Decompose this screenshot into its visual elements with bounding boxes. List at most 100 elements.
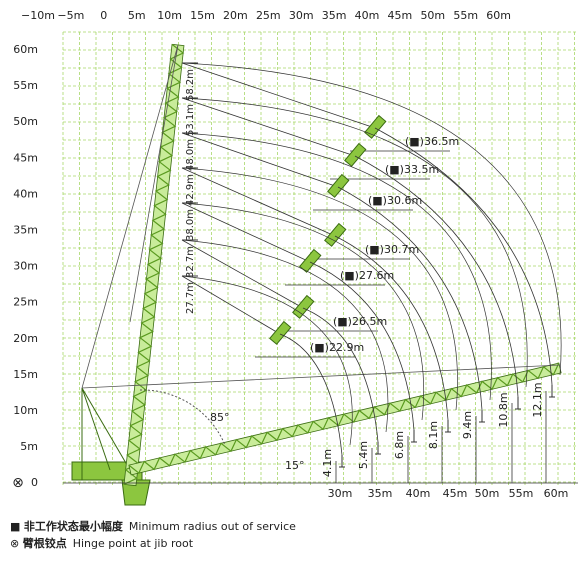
radius-label: (■)33.5m bbox=[385, 163, 439, 176]
mast-length-label: 48.0m bbox=[185, 139, 196, 171]
top-axis-label: 35m bbox=[322, 9, 347, 22]
hook bbox=[549, 385, 555, 398]
left-axis-label: 40m bbox=[13, 187, 38, 200]
luffing-jib-head bbox=[324, 222, 347, 247]
left-axis-label: 25m bbox=[13, 296, 38, 309]
left-axis-label: 55m bbox=[13, 79, 38, 92]
top-axis-label: 60m bbox=[486, 9, 511, 22]
top-axis-label: 15m bbox=[190, 9, 215, 22]
angle-arc bbox=[139, 389, 226, 446]
bottom-axis-label: 50m bbox=[475, 487, 500, 500]
outer-arc bbox=[181, 202, 424, 421]
working-arc bbox=[334, 235, 449, 421]
luffing-jib-head bbox=[364, 114, 387, 139]
luffing-jib-line bbox=[181, 132, 339, 188]
legend-en: Minimum radius out of service bbox=[128, 520, 296, 533]
left-axis-label: 50m bbox=[13, 115, 38, 128]
luffing-jib-line bbox=[181, 239, 304, 309]
mast-length-label: 32.7m bbox=[185, 246, 196, 278]
hook bbox=[445, 420, 451, 433]
bottom-axis-label: 30m bbox=[328, 487, 353, 500]
outer-arc bbox=[181, 62, 562, 376]
height-label: 6.8m bbox=[393, 431, 406, 459]
radius-label: (■)22.9m bbox=[310, 341, 364, 354]
top-axis-label: 30m bbox=[289, 9, 314, 22]
bottom-axis-label: 45m bbox=[443, 487, 468, 500]
back-frame bbox=[81, 387, 131, 480]
outer-arc bbox=[181, 97, 528, 388]
top-axis-label: 40m bbox=[355, 9, 380, 22]
legend-symbol: ■ bbox=[10, 520, 21, 533]
radius-label: (■)30.6m bbox=[368, 194, 422, 207]
legend-en: Hinge point at jib root bbox=[72, 537, 194, 550]
bottom-axis-label: 40m bbox=[406, 487, 431, 500]
left-axis-label: 60m bbox=[13, 43, 38, 56]
luffing-jib-line bbox=[181, 62, 376, 129]
working-arc bbox=[279, 333, 343, 456]
top-axis-label: 45m bbox=[388, 9, 413, 22]
main-jib-lacing bbox=[128, 362, 560, 474]
top-axis-label: 10m bbox=[157, 9, 182, 22]
legend-zh: 臂根铰点 bbox=[22, 537, 67, 550]
left-axis-label: 35m bbox=[13, 224, 38, 237]
top-axis-label: −5m bbox=[57, 9, 84, 22]
luffing-jib-line bbox=[181, 202, 311, 263]
hook bbox=[411, 430, 417, 443]
left-axis-label: 30m bbox=[13, 260, 38, 273]
outer-arc bbox=[181, 239, 389, 433]
top-axis-label: 25m bbox=[256, 9, 281, 22]
legend-symbol: ⊗ bbox=[10, 537, 20, 550]
left-axis-label: 5m bbox=[20, 440, 38, 453]
top-axis-label: 50m bbox=[420, 9, 445, 22]
mast-lacing bbox=[123, 43, 185, 485]
luffing-jib-line bbox=[181, 275, 281, 335]
height-label: 5.4m bbox=[357, 441, 370, 469]
height-label: 9.4m bbox=[461, 411, 474, 439]
mast-length-label: 53.1m bbox=[185, 104, 196, 136]
luffing-jib-head bbox=[344, 142, 367, 167]
left-axis-label: 0 bbox=[31, 476, 38, 489]
left-axis-label: 20m bbox=[13, 332, 38, 345]
legend-row: ■ 非工作状态最小幅度 Minimum radius out of service bbox=[10, 518, 296, 534]
left-axis-label: 10m bbox=[13, 404, 38, 417]
hook bbox=[479, 410, 485, 423]
range-chart: −10m −5m 0 5m 10m 15m 20m 25m 30m 35m 40m 45m 50m 55m… bbox=[12, 9, 578, 506]
hinge-symbol: ⊗ bbox=[12, 475, 24, 491]
working-arc bbox=[354, 155, 519, 398]
height-label: 10.8m bbox=[497, 392, 510, 427]
height-label: 12.1m bbox=[531, 382, 544, 417]
angle-label: 15° bbox=[285, 459, 305, 472]
left-axis-label: 45m bbox=[13, 151, 38, 164]
radius-label: (■)36.5m bbox=[405, 135, 459, 148]
top-axis-label: 5m bbox=[128, 9, 146, 22]
mast-length-label: 38.0m bbox=[185, 209, 196, 241]
radius-label: (■)30.7m bbox=[365, 243, 419, 256]
top-axis-label: 55m bbox=[453, 9, 478, 22]
top-axis-label: 0 bbox=[100, 9, 107, 22]
luffing-jib-line bbox=[181, 167, 336, 237]
working-arc bbox=[337, 186, 483, 411]
height-label: 8.1m bbox=[427, 421, 440, 449]
mast-length-label: 58.2m bbox=[185, 69, 196, 101]
luffing-jib-line bbox=[181, 97, 356, 157]
luffing-jib-head bbox=[269, 320, 292, 345]
top-axis-label: 20m bbox=[223, 9, 248, 22]
radius-label: (■)27.6m bbox=[340, 269, 394, 282]
legend-zh: 非工作状态最小幅度 bbox=[23, 520, 123, 533]
working-arc bbox=[309, 261, 415, 431]
outer-arc bbox=[181, 275, 353, 446]
top-axis-label: −10m bbox=[21, 9, 55, 22]
working-arc bbox=[374, 127, 553, 386]
bottom-axis-label: 60m bbox=[544, 487, 569, 500]
radius-label: (■)26.5m bbox=[333, 315, 387, 328]
hook bbox=[339, 455, 345, 468]
hook bbox=[515, 397, 521, 410]
left-axis-label: 15m bbox=[13, 368, 38, 381]
mast-length-label: 27.7m bbox=[185, 282, 196, 314]
legend-row: ⊗ 臂根铰点 Hinge point at jib root bbox=[10, 535, 193, 551]
bottom-axis-label: 55m bbox=[509, 487, 534, 500]
stays bbox=[81, 44, 561, 389]
crane-foot bbox=[121, 479, 151, 506]
height-label: 4.1m bbox=[321, 449, 334, 477]
